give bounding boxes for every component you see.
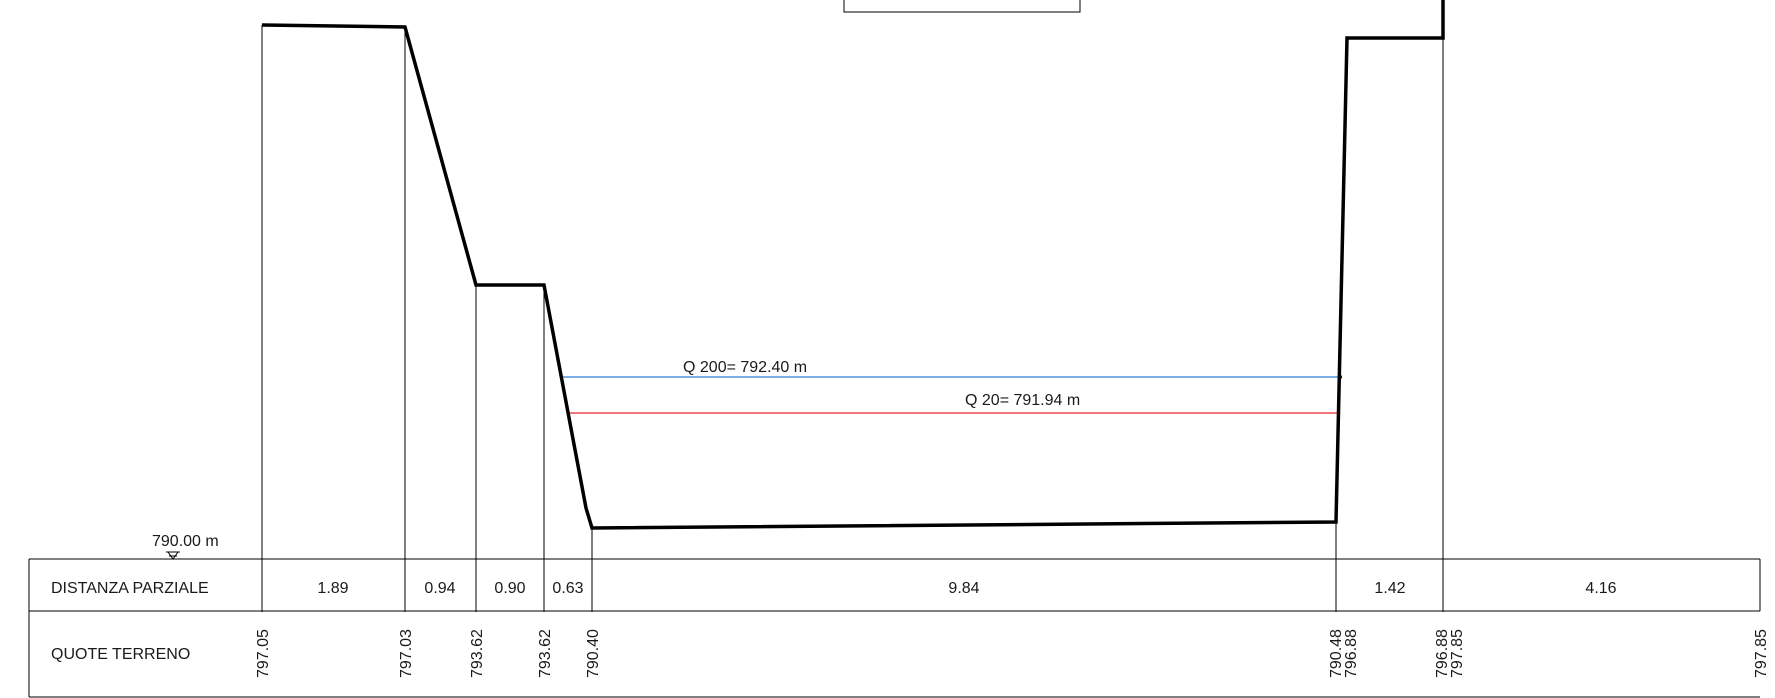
row-title-quote-terreno: QUOTE TERRENO bbox=[51, 646, 190, 663]
data-table: DISTANZA PARZIALE QUOTE TERRENO bbox=[28, 558, 1761, 698]
datum-marker-icon bbox=[166, 551, 180, 560]
terrain-profile-line bbox=[261, 0, 1445, 530]
elevation-cell: 797.85 bbox=[1753, 629, 1770, 678]
elevation-cell: 790.48 bbox=[1328, 629, 1345, 678]
distance-cell: 0.63 bbox=[552, 580, 583, 597]
elevation-cell: 797.05 bbox=[255, 629, 272, 678]
distance-cell: 0.94 bbox=[424, 580, 455, 597]
distance-cell: 0.90 bbox=[494, 580, 525, 597]
q20-label: Q 20= 791.94 m bbox=[965, 392, 1080, 409]
distance-cell: 1.89 bbox=[317, 580, 348, 597]
row-title-distanza-parziale: DISTANZA PARZIALE bbox=[51, 580, 209, 597]
elevation-cell: 793.62 bbox=[537, 629, 554, 678]
elevation-cell: 797.85 bbox=[1449, 629, 1466, 678]
elevation-cell: 796.88 bbox=[1343, 629, 1360, 678]
station-lines bbox=[261, 25, 1444, 612]
elevation-cell: 790.40 bbox=[585, 629, 602, 678]
distance-cell: 1.42 bbox=[1374, 580, 1405, 597]
elevations-row: 797.05 797.03 793.62 793.62 790.40 790.4… bbox=[255, 629, 1770, 678]
elevation-cell: 793.62 bbox=[469, 629, 486, 678]
elevation-cell: 797.03 bbox=[398, 629, 415, 678]
title-frame-box bbox=[843, 0, 1081, 13]
datum-label: 790.00 m bbox=[152, 533, 219, 550]
distance-cell: 4.16 bbox=[1585, 580, 1616, 597]
elevation-cell: 796.88 bbox=[1434, 629, 1451, 678]
distance-cell: 9.84 bbox=[948, 580, 979, 597]
distances-row: 1.89 0.94 0.90 0.63 9.84 1.42 4.16 bbox=[317, 580, 1616, 597]
q200-label: Q 200= 792.40 m bbox=[683, 359, 807, 376]
